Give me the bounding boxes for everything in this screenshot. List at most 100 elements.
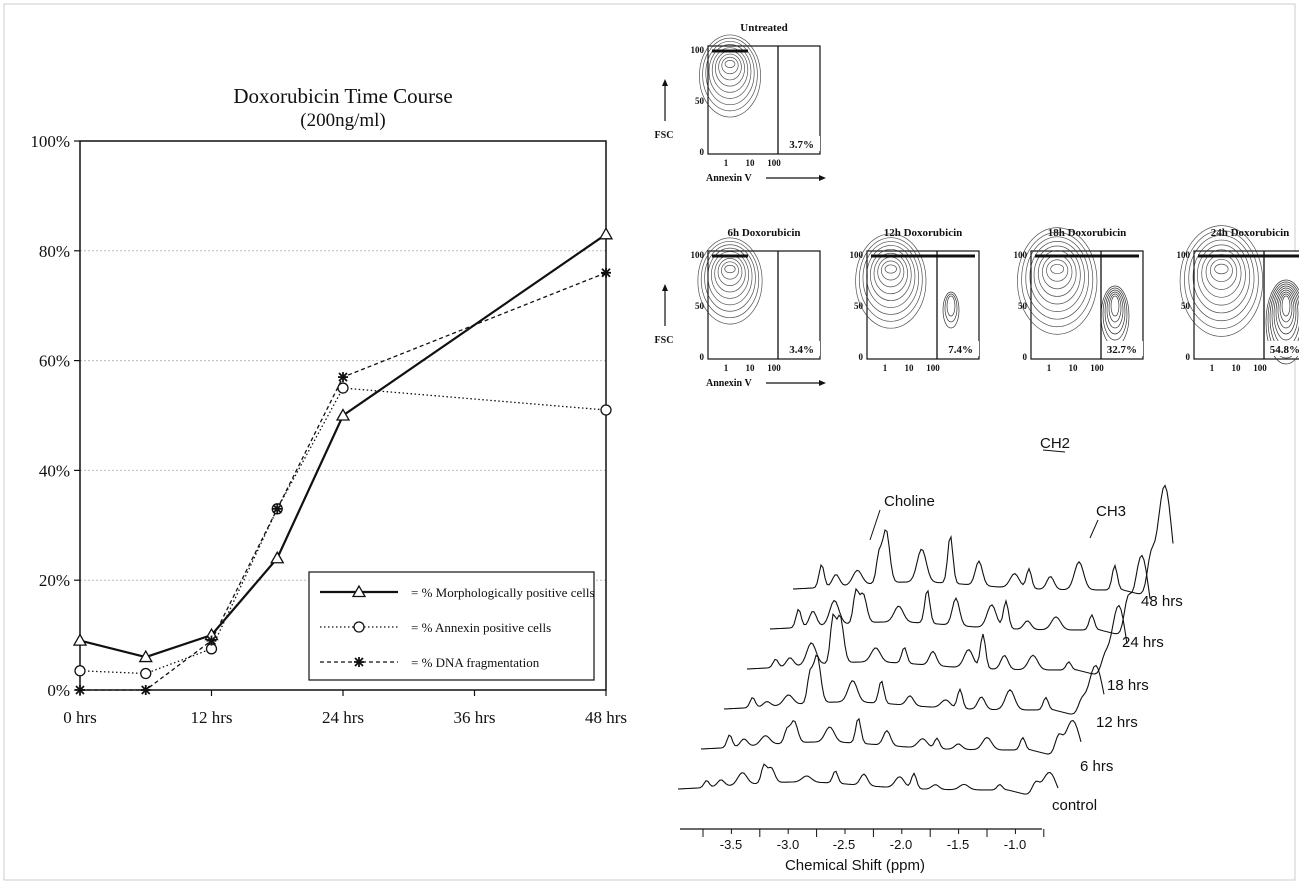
contour-line [1110,295,1120,317]
contour-line [1214,263,1229,275]
x-tick-label: 0 hrs [63,708,97,727]
ch2-pointer [1042,449,1066,453]
fsc-arrow-head [662,79,668,86]
nmr-trace-label: 18 hrs [1107,677,1149,694]
series-1-point [598,227,614,240]
percent-box [941,341,979,356]
contour-line [1017,227,1098,335]
flow-x-tick-label: 1 [1210,363,1215,373]
contour-line [1188,234,1255,322]
percent-box [782,341,820,356]
time-course-y-axis: 0% 20% 40% 60% 80% 100% [30,132,80,700]
contour-line [1184,230,1259,329]
series-line-2 [79,387,607,675]
nmr-trace-label: 6 hrs [1080,758,1113,775]
nmr-x-tick-label: -2.0 [890,837,912,852]
y-tick-label: 80% [39,242,70,261]
y-tick-label: 100% [30,132,70,151]
nmr-x-tick-label: -3.5 [720,837,742,852]
nmr-x-axis-label: Chemical Shift (ppm) [785,857,925,874]
nmr-trace [747,604,1128,675]
contour-line [1033,245,1081,305]
time-course-legend: = % Morphologically positive cells = % An… [308,571,595,681]
flow-x-tick-label: 10 [746,363,756,373]
flow-y-tick-label: 100 [1014,250,1028,260]
contour-line [1108,293,1122,323]
nmr-x-tick-label: -1.0 [1004,837,1026,852]
series-3-point [140,685,151,695]
flow-panel: 6h Doxorubicin 3.4% 0 50 100 1 10 100 FSC Annexin… [655,227,826,389]
flow-panel: Untreated 3.7% 0 50 100 1 10 100 FSC Annexin V [655,22,826,184]
y-tick-label: 0% [47,681,70,700]
contour-line [884,264,897,274]
flow-panel: 12h Doxorubicin 7.4% 0 50 100 1 10 100 [850,227,980,373]
series-3-point [272,503,283,514]
annexin-positive-percent: 3.7% [789,139,814,151]
flow-panel-title: 12h Doxorubicin [884,227,963,239]
nmr-trace-label: 24 hrs [1122,634,1164,651]
contour-line [710,251,750,299]
contour-line [1267,281,1299,359]
flow-x-tick-label: 100 [767,158,781,168]
contour-line [1197,244,1246,306]
nmr-peak-label: CH3 [1096,503,1126,520]
legend-entry-label: = % Morphologically positive cells [411,585,595,600]
percent-box [1268,341,1299,356]
contour-line [944,293,958,323]
contour-line [721,56,739,75]
flow-panel: 18h Doxorubicin 32.7% 0 50 100 1 10 100 [1014,227,1144,373]
fsc-axis-label: FSC [655,130,674,141]
y-tick-label: 40% [39,461,70,480]
legend-swatch-marker [353,621,365,633]
nmr-trace-label: 12 hrs [1096,714,1138,731]
flow-x-tick-label: 100 [1090,363,1104,373]
flow-y-tick-label: 0 [1023,352,1028,362]
series-3-point [206,635,217,646]
annexin-positive-percent: 3.4% [789,344,814,356]
percent-box [1105,341,1143,356]
nmr-trace-label: control [1052,797,1097,814]
nmr-peak-label: Choline [884,493,935,510]
contour-line [862,241,919,315]
flow-y-tick-label: 0 [700,352,705,362]
series-1-point [270,550,285,564]
contour-line [721,261,739,280]
annexin-positive-percent: 7.4% [948,344,973,356]
fsc-arrow-head [662,284,668,291]
contour-line [1209,258,1233,283]
ch3-pointer [1089,519,1099,539]
contour-line [1102,287,1128,341]
contour-line [1192,239,1251,314]
nmr-x-tick-label: -1.5 [947,837,969,852]
contour-line [1025,236,1090,320]
flow-x-tick-label: 100 [1253,363,1267,373]
flow-axis-labels: FSC Annexin V [655,284,826,389]
x-tick-label: 48 hrs [585,708,627,727]
nmr-x-tick-label: -2.5 [833,837,855,852]
contour-line [705,40,755,106]
contour-line [707,247,753,306]
contour-line [1273,287,1299,341]
flow-panel-title: 18h Doxorubicin [1048,227,1127,239]
contour-line [704,244,756,312]
flow-x-tick-label: 10 [905,363,915,373]
series-2-point [337,382,349,394]
flow-x-tick-label: 1 [883,363,888,373]
flow-panel-title: 24h Doxorubicin [1211,227,1290,239]
series-line-1 [79,233,607,659]
fsc-axis-label: FSC [655,335,674,346]
nmr-trace-label: 48 hrs [1141,593,1183,610]
series-2-point [140,667,152,680]
figure-border [3,3,1296,881]
flow-y-tick-label: 0 [1186,352,1191,362]
nmr-x-tick-label: -3.0 [777,837,799,852]
contour-line [702,37,758,112]
contour-line [1265,279,1299,365]
flow-x-tick-label: 10 [746,158,756,168]
time-course-x-axis: 0 hrs 12 hrs 24 hrs 36 hrs 48 hrs [63,690,627,727]
time-course-series [72,227,614,695]
legend-swatch-marker [351,584,367,598]
contour-line [866,245,916,308]
series-2-point [600,404,612,416]
